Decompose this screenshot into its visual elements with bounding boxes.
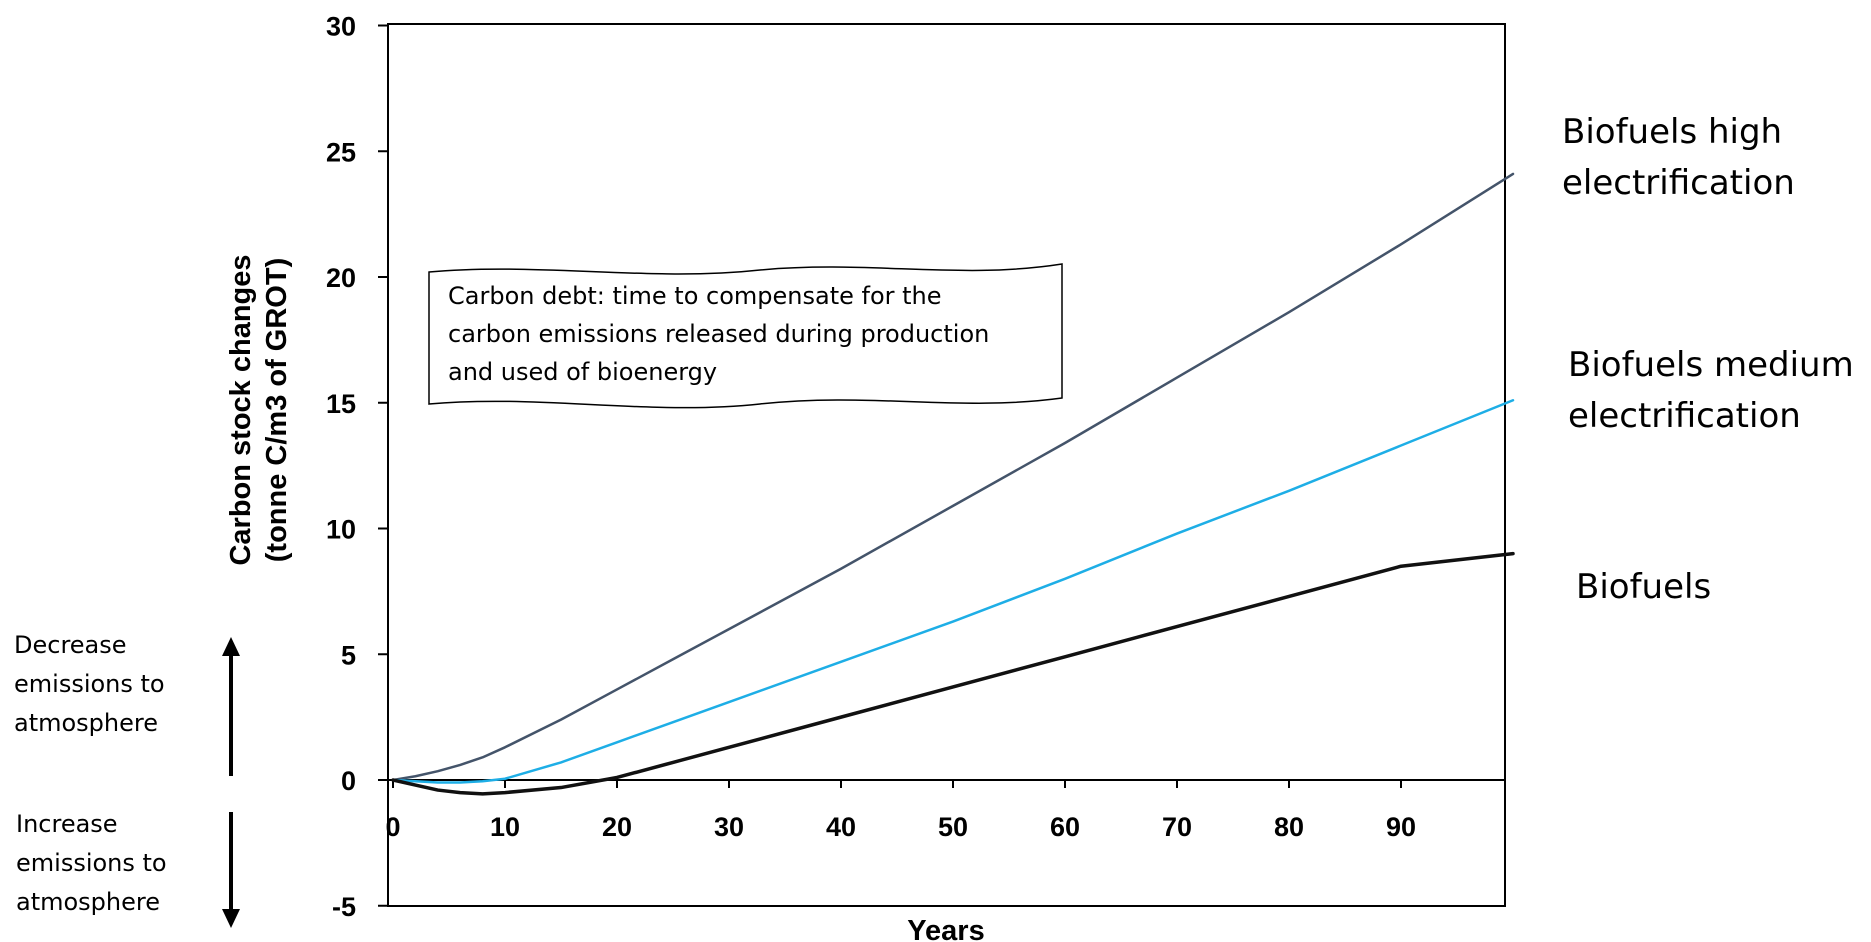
series-label-medium-line-2: electrification <box>1568 396 1801 436</box>
series-label-high-line-2: electrification <box>1562 163 1795 203</box>
y-axis-title: Carbon stock changes (tonne C/m3 of GROT… <box>225 254 293 565</box>
x-tick-label: 80 <box>1274 812 1304 842</box>
y-tick-label: 20 <box>326 263 356 293</box>
decrease-emissions-indicator: Decrease emissions to atmosphere <box>14 631 240 776</box>
x-tick-label: 60 <box>1050 812 1080 842</box>
y-tick-label: -5 <box>332 892 356 922</box>
x-axis-ticks: 0 10 20 30 40 50 60 70 80 90 <box>385 780 1416 842</box>
series-line-high <box>391 172 1515 782</box>
series-line-medium <box>391 398 1515 784</box>
x-tick-label: 70 <box>1162 812 1192 842</box>
x-tick-label: 30 <box>714 812 744 842</box>
decrease-label-line-1: Decrease <box>14 631 127 659</box>
decrease-label-line-3: atmosphere <box>14 709 158 737</box>
x-tick-label: 90 <box>1386 812 1416 842</box>
note-line-1: Carbon debt: time to compensate for the <box>448 282 942 310</box>
series-label-base-line-1: Biofuels <box>1576 567 1711 607</box>
increase-label-line-2: emissions to <box>16 849 167 877</box>
increase-emissions-indicator: Increase emissions to atmosphere <box>16 810 240 928</box>
series-label-medium: Biofuels medium electrification <box>1568 345 1854 436</box>
series-label-medium-line-1: Biofuels medium <box>1568 345 1854 385</box>
series-label-high: Biofuels high electrification <box>1562 112 1795 203</box>
series-label-high-line-1: Biofuels high <box>1562 112 1782 152</box>
series-lines <box>391 172 1515 796</box>
y-tick-label: 10 <box>326 515 356 545</box>
x-tick-label: 50 <box>938 812 968 842</box>
x-tick-label: 10 <box>490 812 520 842</box>
x-tick-label: 40 <box>826 812 856 842</box>
y-tick-label: 0 <box>341 766 356 796</box>
up-arrow-icon <box>222 637 240 656</box>
increase-label-line-1: Increase <box>16 810 118 838</box>
y-tick-label: 5 <box>341 640 356 670</box>
x-tick-label: 20 <box>602 812 632 842</box>
y-axis-ticks: -5 0 5 10 15 20 25 30 <box>326 12 388 922</box>
note-line-2: carbon emissions released during product… <box>448 320 989 348</box>
note-box-outline <box>428 263 1063 409</box>
y-axis-title-line-2: (tonne C/m3 of GROT) <box>261 258 293 562</box>
series-line-base <box>391 551 1515 796</box>
y-tick-label: 25 <box>326 137 356 167</box>
y-axis-title-line-1: Carbon stock changes <box>225 254 257 565</box>
x-axis-title: Years <box>907 915 984 942</box>
plot-area-frame <box>387 23 1506 907</box>
x-tick-label: 0 <box>385 812 400 842</box>
note-line-3: and used of bioenergy <box>448 358 717 386</box>
down-arrow-icon <box>222 909 240 928</box>
increase-label-line-3: atmosphere <box>16 888 160 916</box>
series-label-base: Biofuels <box>1576 567 1711 607</box>
decrease-label-line-2: emissions to <box>14 670 165 698</box>
y-tick-label: 15 <box>326 389 356 419</box>
y-tick-label: 30 <box>326 12 356 42</box>
carbon-debt-note: Carbon debt: time to compensate for the … <box>428 263 1063 409</box>
